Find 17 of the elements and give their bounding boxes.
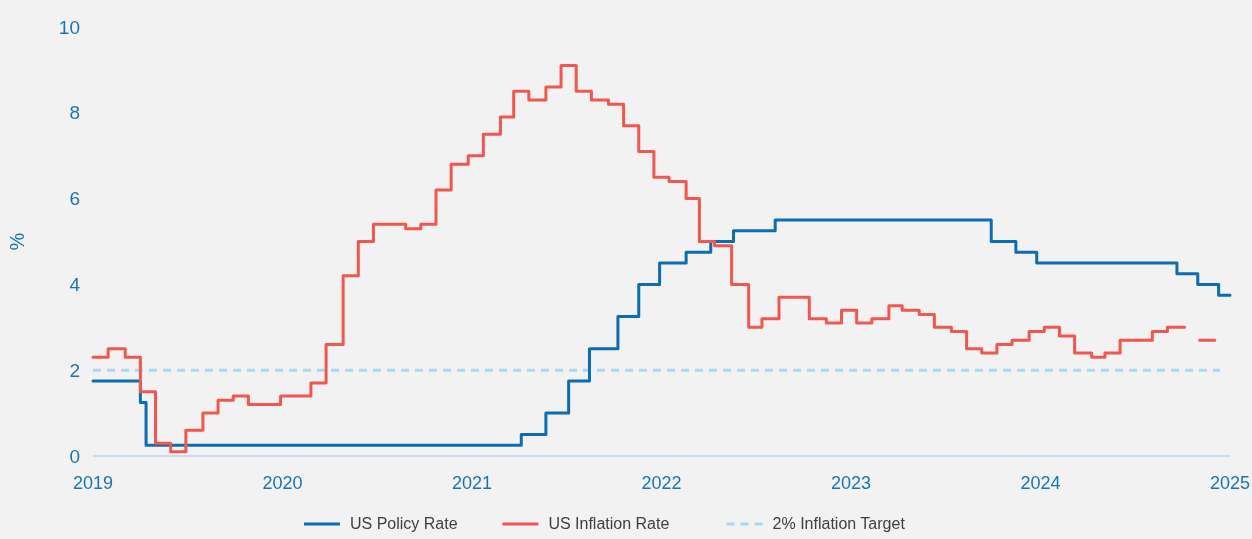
legend-label: US Policy Rate — [350, 515, 458, 532]
x-tick-label: 2022 — [641, 473, 682, 493]
y-tick-label: 4 — [69, 274, 81, 296]
y-tick-label: 2 — [69, 359, 80, 381]
legend-label: US Inflation Rate — [548, 515, 670, 532]
y-tick-label: 10 — [58, 16, 80, 38]
y-tick-label: 8 — [69, 102, 80, 124]
x-tick-label: 2020 — [262, 473, 303, 493]
y-axis-title: % — [6, 232, 28, 251]
y-tick-label: 0 — [69, 445, 80, 467]
y-tick-label: 6 — [69, 188, 80, 210]
x-tick-label: 2019 — [72, 473, 114, 493]
x-tick-label: 2024 — [1020, 473, 1061, 493]
legend-label: 2% Inflation Target — [772, 515, 906, 532]
x-tick-label: 2025 — [1209, 473, 1251, 493]
x-tick-label: 2023 — [830, 473, 872, 493]
x-tick-label: 2021 — [451, 473, 493, 493]
